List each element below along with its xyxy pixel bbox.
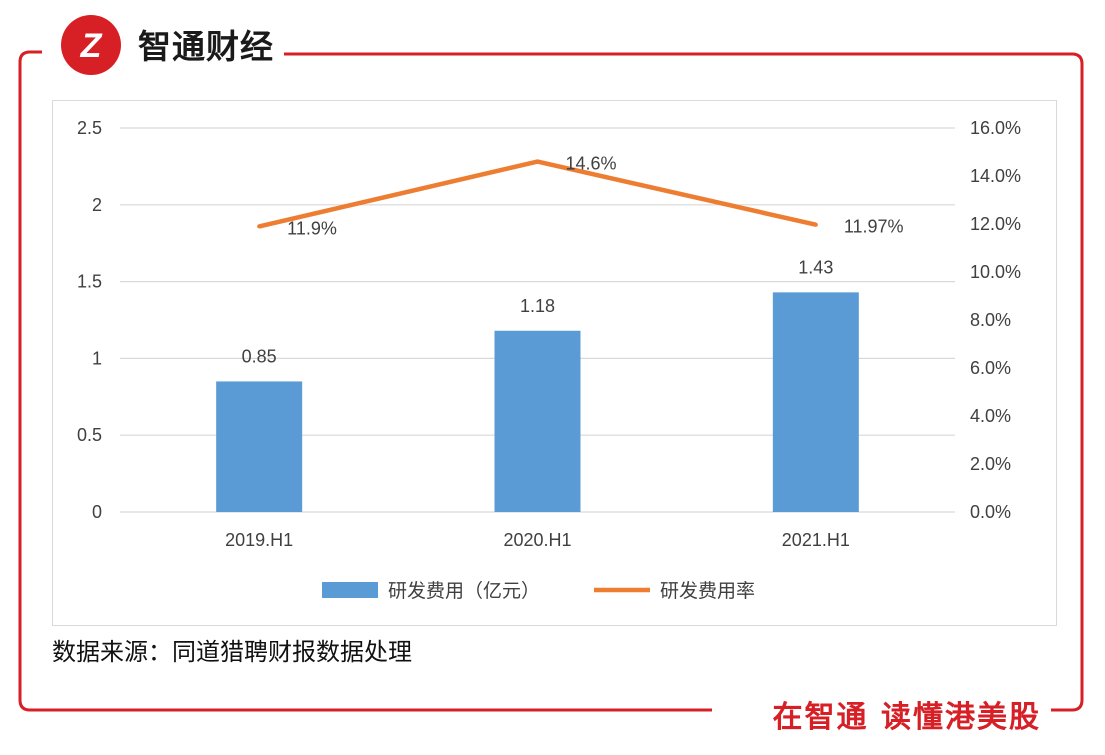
y-left-tick-label: 1 <box>92 348 102 368</box>
y-right-tick-label: 0.0% <box>970 502 1011 522</box>
line-data-label: 14.6% <box>566 154 617 174</box>
y-right-tick-label: 8.0% <box>970 310 1011 330</box>
x-tick-label: 2020.H1 <box>503 530 571 550</box>
bar-data-label: 0.85 <box>242 346 277 366</box>
y-left-tick-label: 2.5 <box>77 118 102 138</box>
legend-line-label: 研发费用率 <box>660 580 755 602</box>
line-data-label: 11.9% <box>287 218 337 238</box>
y-right-tick-label: 6.0% <box>970 358 1011 378</box>
bar <box>772 292 859 512</box>
y-left-tick-label: 2 <box>92 195 102 215</box>
y-right-tick-label: 4.0% <box>970 406 1011 426</box>
slogan: 在智通 读懂港美股 <box>762 692 1051 736</box>
y-right-tick-label: 2.0% <box>970 454 1011 474</box>
y-right-tick-label: 12.0% <box>970 214 1021 234</box>
y-right-tick-label: 10.0% <box>970 262 1021 282</box>
bar-data-label: 1.43 <box>798 257 833 277</box>
y-left-tick-label: 0 <box>92 502 102 522</box>
line-point <box>813 222 818 227</box>
logo-letter: Z <box>80 27 103 65</box>
line-point <box>535 159 540 164</box>
y-left-tick-label: 1.5 <box>77 272 102 292</box>
y-right-tick-label: 16.0% <box>970 118 1021 138</box>
bar <box>494 330 581 512</box>
legend-bar-label: 研发费用（亿元） <box>388 580 540 602</box>
data-source-note: 数据来源：同道猎聘财报数据处理 <box>52 638 412 666</box>
x-tick-label: 2021.H1 <box>782 530 850 550</box>
bar <box>216 381 303 512</box>
line-point <box>257 224 262 229</box>
y-right-tick-label: 14.0% <box>970 166 1021 186</box>
line-data-label: 11.97% <box>844 217 904 237</box>
brand-name: 智通财经 <box>132 20 280 68</box>
legend-bar-swatch <box>322 582 378 598</box>
y-left-tick-label: 0.5 <box>77 425 102 445</box>
brand-logo-icon: Z <box>61 15 121 75</box>
bar-data-label: 1.18 <box>520 296 555 316</box>
line-series <box>258 159 817 229</box>
x-tick-label: 2019.H1 <box>225 530 293 550</box>
